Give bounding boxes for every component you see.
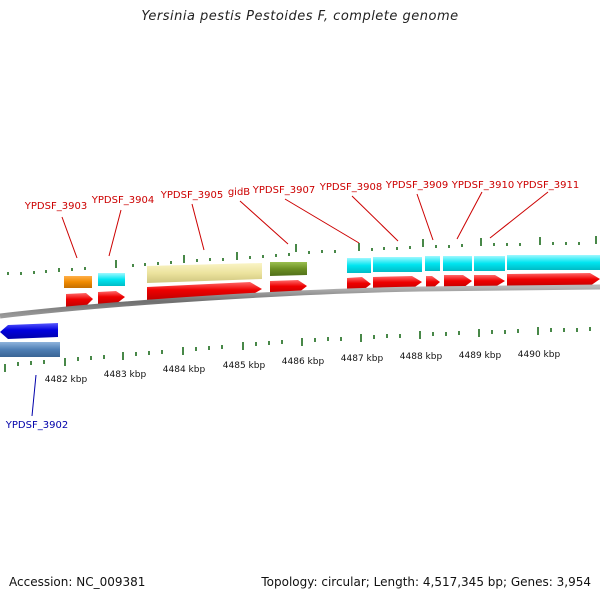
feature-box-ypdsf-3910b[interactable] <box>474 256 505 271</box>
connector-ypdsf-3907 <box>284 198 360 244</box>
feature-box-ypdsf-3903[interactable] <box>64 276 92 288</box>
gene-arrow-gidb[interactable] <box>270 280 307 294</box>
scale-label: 4490 kbp <box>518 350 561 360</box>
lower-tick-row <box>4 327 591 372</box>
upper-tick-row <box>7 236 597 275</box>
connector-ypdsf-3910 <box>456 191 483 240</box>
page-title: Yersinia pestis Pestoides F, complete ge… <box>141 9 459 24</box>
gene-arrow-ypdsf-3910a[interactable] <box>444 275 472 288</box>
topology-text: Topology: circular; Length: 4,517,345 bp… <box>261 575 591 589</box>
gene-label-ypdsf-3908: YPDSF_3908 <box>319 182 382 193</box>
gene-arrow-ypdsf-3909[interactable] <box>426 276 440 289</box>
gene-label-ypdsf-3909: YPDSF_3909 <box>385 180 448 191</box>
gene-label-ypdsf-3905: YPDSF_3905 <box>160 190 223 201</box>
scale-label: 4483 kbp <box>104 370 147 380</box>
gene-arrow-ypdsf-3904[interactable] <box>98 291 125 304</box>
gene-label-ypdsf-3907: YPDSF_3907 <box>252 185 315 196</box>
accession-text: Accession: NC_009381 <box>9 575 146 589</box>
gene-arrow-ypdsf-3907[interactable] <box>347 277 371 291</box>
scale-label: 4486 kbp <box>282 357 325 367</box>
reverse-genes <box>0 323 60 357</box>
scale-label: 4482 kbp <box>45 375 88 385</box>
connector-ypdsf-3904 <box>108 209 122 257</box>
connector-ypdsf-3911 <box>489 191 549 239</box>
scale-labels: 4482 kbp 4483 kbp 4484 kbp 4485 kbp 4486… <box>45 350 561 385</box>
feature-box-ypdsf-3911[interactable] <box>507 255 600 270</box>
connector-ypdsf-3905 <box>191 203 205 251</box>
gene-label-ypdsf-3911: YPDSF_3911 <box>516 180 579 191</box>
scale-label: 4484 kbp <box>163 365 206 375</box>
connector-ypdsf-3902 <box>31 374 37 417</box>
forward-genes <box>66 273 600 307</box>
scale-label: 4488 kbp <box>400 352 443 362</box>
gene-arrow-ypdsf-3910b[interactable] <box>474 275 505 288</box>
feature-box-ypdsf-3902[interactable] <box>0 342 60 357</box>
scale-label: 4489 kbp <box>459 351 502 361</box>
feature-box-ypdsf-3910a[interactable] <box>443 256 472 271</box>
feature-box-ypdsf-3908[interactable] <box>373 257 422 272</box>
gene-arrow-ypdsf-3908[interactable] <box>373 276 422 290</box>
connector-ypdsf-3908 <box>351 195 399 242</box>
scale-label: 4487 kbp <box>341 354 384 364</box>
feature-track <box>64 255 600 288</box>
label-connectors <box>31 191 549 417</box>
feature-box-ypdsf-3907[interactable] <box>347 258 371 273</box>
gene-arrow-ypdsf-3902[interactable] <box>0 323 58 339</box>
connector-gidb <box>239 200 289 245</box>
scale-label: 4485 kbp <box>223 361 266 371</box>
gene-label-gidb: gidB <box>228 187 250 198</box>
gene-label-ypdsf-3910: YPDSF_3910 <box>451 180 514 191</box>
connector-ypdsf-3909 <box>416 193 434 241</box>
gene-label-ypdsf-3904: YPDSF_3904 <box>91 195 154 206</box>
gene-arrow-ypdsf-3911[interactable] <box>507 273 600 287</box>
genome-backbone <box>0 284 600 319</box>
connector-ypdsf-3903 <box>61 216 78 259</box>
feature-box-ypdsf-3904[interactable] <box>98 273 125 286</box>
gene-labels: YPDSF_3903 YPDSF_3904 YPDSF_3905 gidB YP… <box>5 180 579 431</box>
feature-box-gidb[interactable] <box>270 262 307 276</box>
gene-label-ypdsf-3902: YPDSF_3902 <box>5 420 68 431</box>
gene-label-ypdsf-3903: YPDSF_3903 <box>24 201 87 212</box>
gene-arrow-ypdsf-3903[interactable] <box>66 293 93 307</box>
feature-box-ypdsf-3909[interactable] <box>425 256 440 271</box>
feature-box-ypdsf-3905[interactable] <box>147 263 262 283</box>
